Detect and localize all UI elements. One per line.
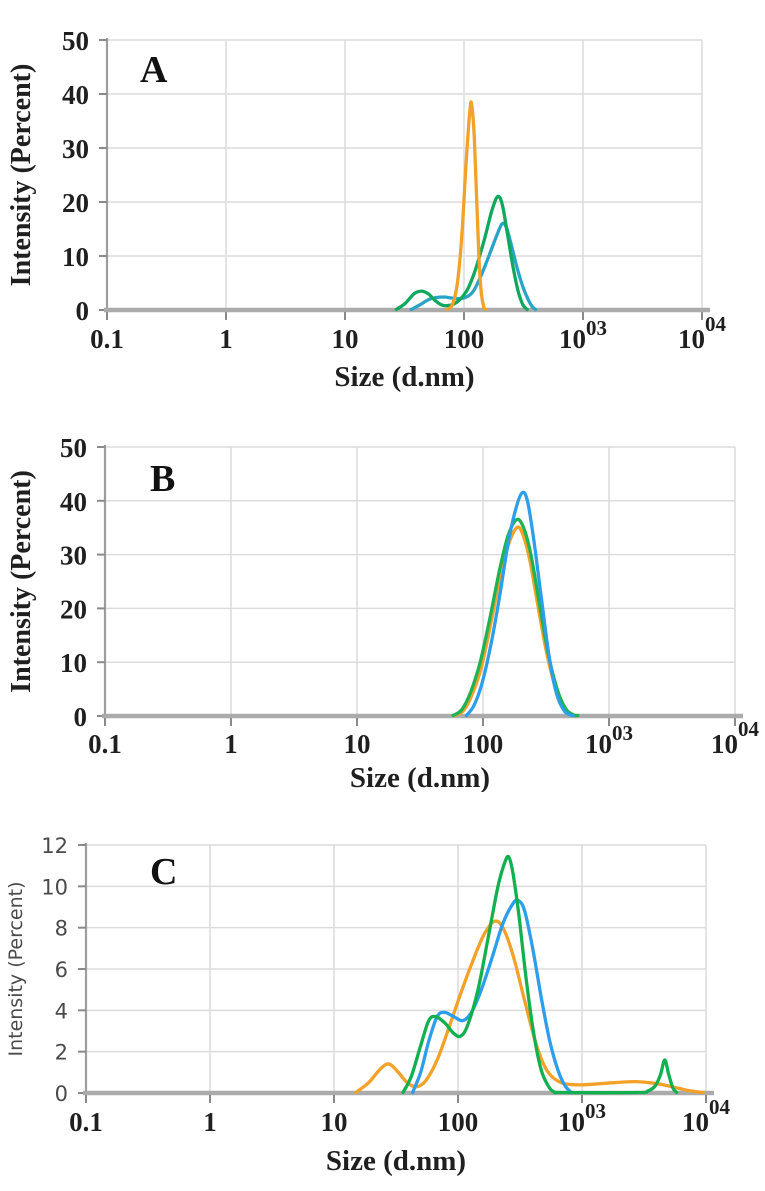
curve-green [394, 194, 529, 312]
y-tick-label: 10 [41, 875, 68, 899]
y-tick-label: 0 [55, 1082, 68, 1106]
y-tick-label: 6 [55, 958, 68, 982]
y-axis-title: Intensity (Percent) [5, 881, 27, 1056]
y-axis-title: Intensity (Percent) [6, 470, 37, 693]
x-tick-label: 100 [438, 1107, 479, 1137]
curve-blue [464, 490, 575, 718]
y-tick-label: 40 [62, 80, 89, 110]
y-tick-label: 4 [55, 999, 68, 1023]
chart-panel-a: 0 10 20 30 40 50 0.1 1 10 100 1003 1004 Size (d.nm) I… [0, 0, 765, 397]
x-axis-title: Size (d.nm) [350, 762, 490, 792]
y-tick-label: 10 [62, 242, 89, 272]
curve-orange [445, 100, 488, 312]
x-tick-label: 10 [321, 1107, 348, 1137]
y-tick-label: 50 [60, 433, 87, 463]
x-tick-label: 10 [332, 324, 359, 354]
y-tick-label: 10 [60, 648, 87, 678]
curve-green [451, 517, 580, 718]
chart-a-canvas: 0 10 20 30 40 50 0.1 1 10 100 1003 1004 Size (d.nm) I… [6, 26, 727, 393]
chart-c-canvas: 0 2 4 6 8 10 12 0.1 1 10 100 1003 1004 Size (d.nm) Int… [5, 834, 731, 1177]
y-tick-label: 0 [74, 702, 88, 732]
y-tick-label: 30 [60, 541, 87, 571]
chart-panel-b: 0 10 20 30 40 50 0.1 1 10 100 1003 1004 Size (d.nm) I… [0, 397, 765, 792]
x-tick-label: 0.1 [88, 729, 122, 759]
panel-label: B [150, 458, 175, 500]
chart-b-canvas: 0 10 20 30 40 50 0.1 1 10 100 1003 1004 Size (d.nm) I… [6, 433, 760, 792]
x-tick-label: 1003 [559, 316, 607, 354]
y-tick-label: 12 [41, 834, 68, 858]
x-axis-title: Size (d.nm) [334, 361, 474, 393]
y-tick-label: 50 [62, 26, 89, 56]
chart-panel-c: 0 2 4 6 8 10 12 0.1 1 10 100 1003 1004 Size (d.nm) Int… [0, 792, 765, 1191]
y-tick-label: 20 [62, 188, 89, 218]
x-tick-label: 1 [219, 324, 233, 354]
x-tick-label: 100 [463, 729, 504, 759]
y-tick-label: 30 [62, 134, 89, 164]
x-tick-label: 1004 [678, 312, 727, 354]
panel-label: C [150, 851, 177, 893]
x-tick-label: 1003 [558, 1099, 606, 1137]
y-axis-title: Intensity (Percent) [6, 64, 37, 287]
panel-label: A [140, 49, 168, 91]
x-tick-label: 0.1 [90, 324, 124, 354]
x-tick-label: 100 [444, 324, 485, 354]
x-tick-label: 1004 [711, 717, 760, 759]
x-tick-label: 1003 [585, 721, 633, 759]
x-axis-title: Size (d.nm) [326, 1145, 466, 1177]
y-tick-label: 40 [60, 487, 87, 517]
curve-blue [410, 898, 573, 1095]
x-tick-label: 10 [344, 729, 371, 759]
x-tick-label: 1 [224, 729, 238, 759]
y-tick-label: 8 [55, 917, 68, 941]
x-tick-label: 1004 [682, 1095, 731, 1137]
y-tick-label: 20 [60, 594, 87, 624]
x-tick-label: 1 [203, 1107, 217, 1137]
curve-green [401, 854, 679, 1095]
y-tick-label: 2 [55, 1041, 68, 1065]
y-tick-label: 0 [76, 296, 90, 326]
x-tick-label: 0.1 [69, 1107, 103, 1137]
curve-blue [409, 221, 538, 312]
